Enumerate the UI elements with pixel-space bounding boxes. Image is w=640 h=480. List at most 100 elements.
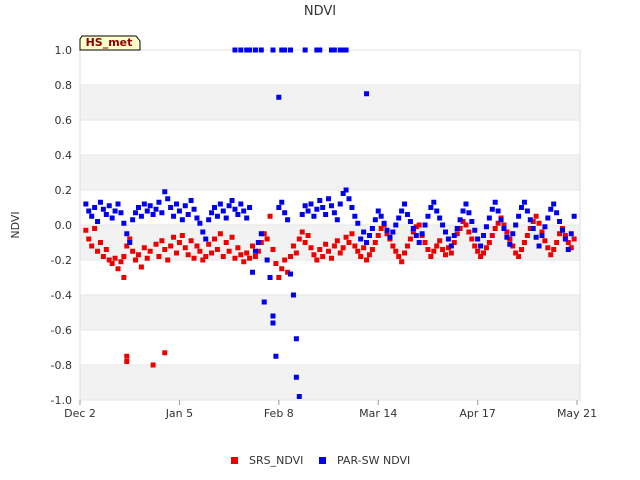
srs-ndvi-point [326,248,332,254]
par-sw-ndvi-point [191,206,197,212]
srs-ndvi-point [375,233,381,238]
srs-ndvi-point [168,243,174,249]
srs-ndvi-point [217,231,223,237]
par-sw-ndvi-point [290,292,296,298]
par-sw-ndvi-point [571,213,577,219]
par-sw-ndvi-point [109,215,115,221]
srs-ndvi-point [562,233,568,238]
srs-ndvi-point [434,243,440,249]
srs-ndvi-point [153,241,159,247]
srs-ndvi-point [507,236,513,242]
srs-ndvi-point [223,240,229,245]
par-sw-ndvi-point [320,205,326,210]
srs-ndvi-point [457,226,463,231]
par-sw-ndvi-point [305,208,311,214]
srs-ndvi-point [466,229,472,235]
srs-ndvi-point [258,240,264,245]
par-sw-ndvi-point [498,217,504,223]
srs-ndvi-point [428,254,434,259]
x-tick-label: Mar 14 [359,407,397,420]
grid-band [80,85,580,120]
srs-ndvi-point [290,243,296,249]
srs-ndvi-point [182,245,188,251]
par-sw-ndvi-point [86,208,92,214]
y-tick-label: -0.6 [51,324,72,337]
par-sw-ndvi-point [92,205,98,210]
srs-ndvi-point [103,247,109,252]
par-sw-ndvi-point [466,210,472,216]
srs-ndvi-point [393,248,399,254]
srs-ndvi-point [407,236,413,242]
par-sw-ndvi-point [232,206,238,212]
srs-ndvi-point [565,240,571,245]
par-sw-ndvi-point [463,201,469,207]
par-sw-ndvi-point [244,215,250,221]
srs-ndvi-point [472,243,478,249]
srs-ndvi-point [100,254,106,259]
par-sw-ndvi-point [200,229,206,235]
par-sw-ndvi-point [539,233,545,238]
srs-ndvi-point [141,245,147,251]
par-sw-ndvi-point [150,212,156,217]
srs-ndvi-point [489,233,495,238]
chart-title: NDVI [304,4,336,19]
srs-ndvi-point [416,222,422,228]
par-sw-ndvi-point [375,208,381,214]
srs-ndvi-point [89,243,95,249]
srs-ndvi-point [542,238,548,244]
par-sw-ndvi-point [428,205,434,210]
par-sw-ndvi-point [203,236,209,242]
par-sw-ndvi-point [410,226,416,231]
par-sw-ndvi-point [355,220,361,226]
srs-ndvi-point [402,250,408,256]
par-sw-ndvi-point [492,199,498,205]
x-tick-label: Dec 2 [64,407,96,420]
par-sw-ndvi-point [501,226,507,231]
par-sw-ndvi-point [250,269,256,275]
par-sw-ndvi-point [308,201,314,207]
par-sw-ndvi-point [416,240,422,245]
par-sw-ndvi-point [404,212,410,217]
srs-ndvi-point [97,240,103,245]
srs-ndvi-point [302,240,308,245]
par-sw-ndvi-point [226,203,232,209]
y-axis-label: NDVI [9,211,22,238]
par-sw-ndvi-point [445,236,451,242]
par-sw-ndvi-point [138,213,144,219]
srs-ndvi-point [504,229,510,235]
srs-ndvi-point [366,252,372,258]
srs-ndvi-point [454,231,460,237]
par-sw-ndvi-point [229,198,235,203]
par-sw-ndvi-point [364,91,370,97]
srs-ndvi-point [390,243,396,249]
par-sw-ndvi-point [372,217,378,223]
srs-ndvi-point [191,255,197,261]
par-sw-ndvi-point [369,226,375,231]
par-sw-ndvi-point [252,248,258,254]
par-sw-ndvi-point [460,208,466,214]
srs-ndvi-point [127,236,133,242]
par-sw-ndvi-point [364,240,370,245]
par-sw-ndvi-point [162,189,168,195]
srs-ndvi-point [404,243,410,249]
grid-bands [80,85,580,400]
srs-ndvi-point [305,233,311,238]
srs-ndvi-point [212,236,218,242]
par-sw-ndvi-point [349,205,355,210]
par-sw-ndvi-point [302,47,308,53]
par-sw-ndvi-point [513,222,519,228]
srs-ndvi-point [252,254,258,259]
par-sw-ndvi-point [434,208,440,214]
srs-ndvi-point [121,254,127,259]
par-sw-ndvi-point [334,217,340,223]
srs-ndvi-point [235,245,241,251]
srs-ndvi-point [442,252,448,258]
par-sw-ndvi-point [481,233,487,238]
srs-ndvi-point [437,238,443,244]
srs-ndvi-point [261,231,267,237]
par-sw-ndvi-point [141,201,147,207]
par-sw-ndvi-point [454,226,460,231]
par-sw-ndvi-point [112,208,118,214]
par-sw-ndvi-point [442,229,448,235]
